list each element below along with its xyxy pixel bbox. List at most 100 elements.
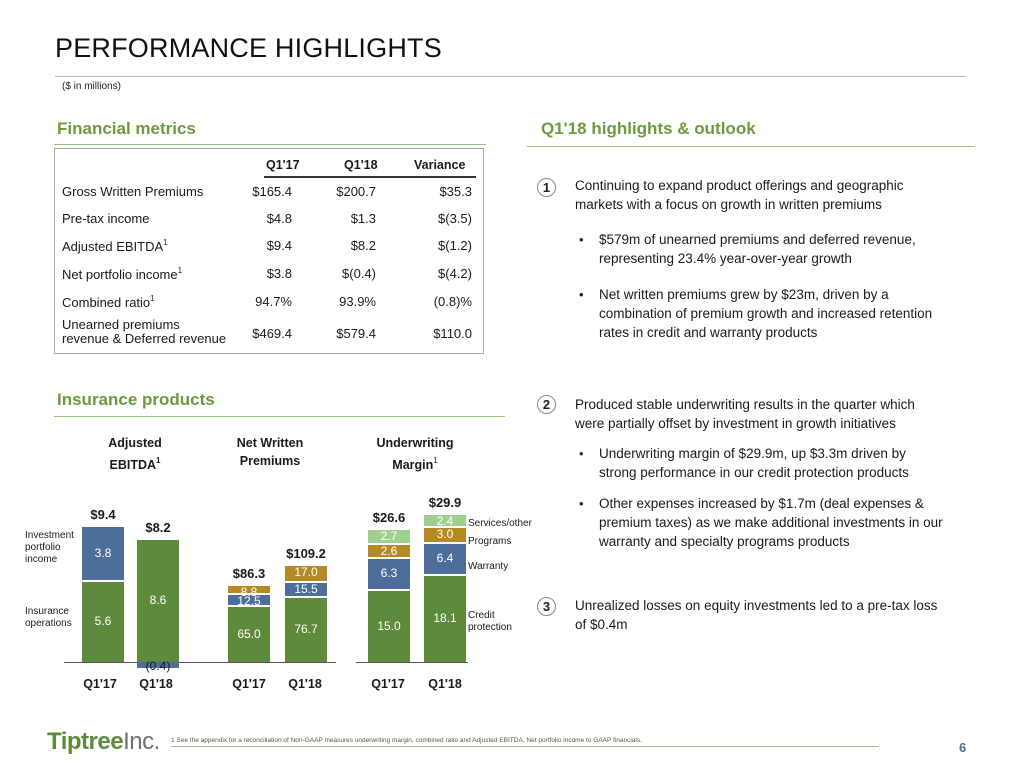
- data-label-credit-protection: 15.0: [377, 618, 401, 633]
- metrics-table: [54, 148, 484, 354]
- x-label-q118: Q1'18: [139, 677, 173, 691]
- company-logo: TiptreeInc.: [47, 728, 160, 755]
- highlight-2-bullet-1: Underwriting margin of $29.9m, up $3.3m …: [599, 446, 909, 480]
- data-label-credit-protection: 18.1: [433, 611, 457, 626]
- units-note: ($ in millions): [62, 81, 121, 92]
- chart-title-adjusted-ebitda: Adjusted EBITDA1: [108, 436, 162, 472]
- data-label-programs: 8.8: [240, 584, 258, 599]
- highlights-heading: Q1'18 highlights & outlook: [541, 119, 756, 138]
- bar-total: $8.2: [145, 519, 171, 535]
- data-label-investment-portfolio-income: (0.4): [145, 659, 171, 673]
- metric-variance: $110.0: [433, 326, 472, 341]
- col-header-variance: Variance: [414, 158, 466, 172]
- bar-total: $86.3: [232, 565, 266, 581]
- data-label-programs: 17.0: [294, 565, 318, 580]
- bar-investment-portfolio-income: [82, 526, 124, 581]
- metric-q118: $200.7: [336, 184, 376, 199]
- x-label-q117: Q1'17: [371, 677, 405, 691]
- column-header-rule: [264, 176, 476, 178]
- metric-q118: 93.9%: [339, 294, 376, 309]
- highlight-3-text: Unrealized losses on equity investments …: [575, 598, 938, 632]
- bar-credit-protection: [368, 591, 410, 662]
- insurance-products-heading: Insurance products: [57, 390, 215, 409]
- metric-label: Pre-tax income: [62, 211, 150, 226]
- bar-warranty: [285, 582, 327, 596]
- bar-services-other: [424, 514, 466, 526]
- highlight-1-bullet-2: Net written premiums grew by $23m, drive…: [599, 287, 933, 340]
- financial-metrics-rule: [54, 144, 486, 145]
- metric-q118: $(0.4): [342, 266, 376, 281]
- metric-label: Gross Written Premiums: [62, 184, 204, 199]
- data-label-credit-protection: 76.7: [294, 621, 318, 636]
- data-label-programs: 3.0: [436, 526, 454, 541]
- chart-title-underwriting-margin: Underwriting Margin1: [376, 436, 454, 472]
- chart-title-net-written-premiums: Net Written Premiums: [236, 436, 304, 468]
- bar-programs: [368, 544, 410, 558]
- legend-credit-protection: Credit protection: [468, 610, 512, 633]
- metric-q117: $9.4: [266, 238, 292, 253]
- highlights-rule: [527, 146, 975, 147]
- data-label-investment-portfolio-income: 3.8: [94, 545, 112, 560]
- chart-baseline: [356, 662, 468, 663]
- data-label-insurance-operations: 5.6: [94, 614, 112, 629]
- legend-programs: Programs: [468, 536, 512, 547]
- legend-insurance-operations: Insurance operations: [25, 606, 72, 629]
- data-label-services-other: 2.7: [380, 529, 398, 544]
- highlight-number-2: 2: [537, 395, 556, 414]
- bar-programs: [424, 527, 466, 543]
- highlight-2-text: Produced stable underwriting results in …: [575, 397, 915, 431]
- footnote: 1 See the appendix for a reconciliation …: [171, 737, 642, 744]
- bar-insurance-operations: [82, 582, 124, 662]
- data-label-warranty: 15.5: [294, 581, 318, 596]
- metric-q118: $579.4: [336, 326, 376, 341]
- bar-investment-portfolio-income: [137, 662, 179, 668]
- page-title: PERFORMANCE HIGHLIGHTS: [55, 33, 442, 63]
- bullet-dot: •: [579, 287, 584, 302]
- metric-variance: $(1.2): [438, 238, 472, 253]
- metric-variance: $(4.2): [438, 266, 472, 281]
- metric-q117: $165.4: [252, 184, 292, 199]
- bar-total: $109.2: [286, 546, 326, 562]
- bar-warranty: [424, 544, 466, 575]
- x-label-q117: Q1'17: [83, 677, 117, 691]
- metric-variance: $35.3: [439, 184, 472, 199]
- bar-warranty: [228, 594, 270, 606]
- bar-services-other: [368, 530, 410, 543]
- bullet-dot: •: [579, 446, 584, 461]
- metric-q117: $469.4: [252, 326, 292, 341]
- data-label-credit-protection: 65.0: [237, 626, 261, 641]
- legend-warranty: Warranty: [468, 561, 509, 572]
- highlight-1-text: Continuing to expand product offerings a…: [575, 178, 904, 212]
- metric-q117: $4.8: [266, 211, 292, 226]
- bullet-dot: •: [579, 232, 584, 247]
- title-divider: [55, 76, 966, 77]
- col-header-q118: Q1'18: [344, 158, 378, 172]
- legend-services-other: Services/other: [468, 518, 532, 529]
- highlight-2-bullet-2: Other expenses increased by $1.7m (deal …: [599, 496, 943, 549]
- bar-warranty: [368, 559, 410, 590]
- bar-programs: [285, 566, 327, 581]
- col-header-q117: Q1'17: [266, 158, 300, 172]
- metric-label: Unearned premiums revenue & Deferred rev…: [62, 317, 227, 346]
- financial-metrics-heading: Financial metrics: [57, 119, 196, 138]
- bar-insurance-operations: [137, 539, 179, 662]
- highlight-number-3: 3: [537, 597, 556, 616]
- data-label-programs: 2.6: [380, 543, 398, 558]
- metric-label: Net portfolio income1: [62, 266, 183, 282]
- page-number: 6: [959, 740, 967, 755]
- bar-total: $29.9: [428, 494, 462, 510]
- metric-variance: $(3.5): [438, 211, 472, 226]
- bullet-dot: •: [579, 496, 584, 511]
- data-label-warranty: 6.3: [380, 566, 398, 581]
- metric-label: Combined ratio1: [62, 294, 155, 310]
- highlight-number-1: 1: [537, 178, 556, 197]
- bar-total: $26.6: [372, 510, 406, 526]
- metric-label: Adjusted EBITDA1: [62, 238, 168, 254]
- data-label-insurance-operations: 8.6: [149, 592, 167, 607]
- metric-variance: (0.8)%: [433, 294, 472, 309]
- bar-programs: [228, 585, 270, 593]
- legend-investment-portfolio-income: Investment portfolio income: [25, 530, 74, 565]
- x-label-q118: Q1'18: [428, 677, 462, 691]
- insurance-products-rule: [54, 416, 505, 417]
- bar-credit-protection: [228, 607, 270, 662]
